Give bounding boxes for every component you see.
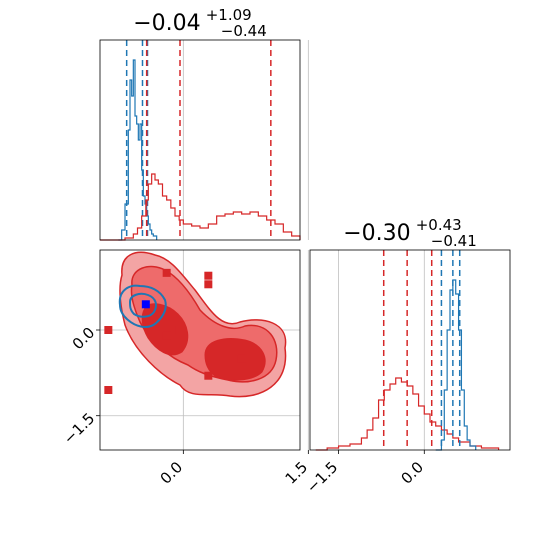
scatter-point <box>104 386 113 394</box>
histogram-panel-param-2: −0.30 +0.43 −0.41 −1.5 0.0 <box>303 215 511 497</box>
title-lower-error: −0.44 <box>221 22 267 40</box>
title-upper-error: +0.43 <box>416 216 462 234</box>
title-lower-error: −0.41 <box>431 232 477 250</box>
histogram-panel-param-1: −0.04 +1.09 −0.44 <box>99 5 309 241</box>
inner-contour-red-2 <box>204 338 266 381</box>
panel-frame <box>99 249 301 451</box>
title-value: −0.30 <box>343 221 410 246</box>
panel-frame <box>309 249 511 451</box>
inner-contour-red-1 <box>141 303 189 356</box>
scatter-point <box>162 331 171 340</box>
scatter-point <box>204 271 213 280</box>
histogram-series-2 <box>435 279 477 451</box>
title-upper-error: +1.09 <box>206 6 252 24</box>
scatter-point <box>204 280 213 289</box>
scatter-point <box>204 371 213 380</box>
panel-title: −0.04 +1.09 −0.44 <box>133 5 267 40</box>
scatter-point <box>141 300 150 309</box>
scatter-point <box>162 268 171 277</box>
title-value: −0.04 <box>133 11 200 36</box>
scatter-point <box>175 326 184 334</box>
scatter-point <box>104 326 113 334</box>
scatter-panel: 0.0 1.5 0.0−1.5 <box>60 249 311 488</box>
panel-title: −0.30 +0.43 −0.41 <box>343 215 477 250</box>
scatter-point <box>237 354 246 363</box>
blue-contour-inner <box>128 292 157 318</box>
histogram-series-2 <box>100 173 301 241</box>
histogram-series-1 <box>118 59 158 241</box>
blue-contour-outer <box>118 284 167 328</box>
panel-frame <box>99 39 301 241</box>
